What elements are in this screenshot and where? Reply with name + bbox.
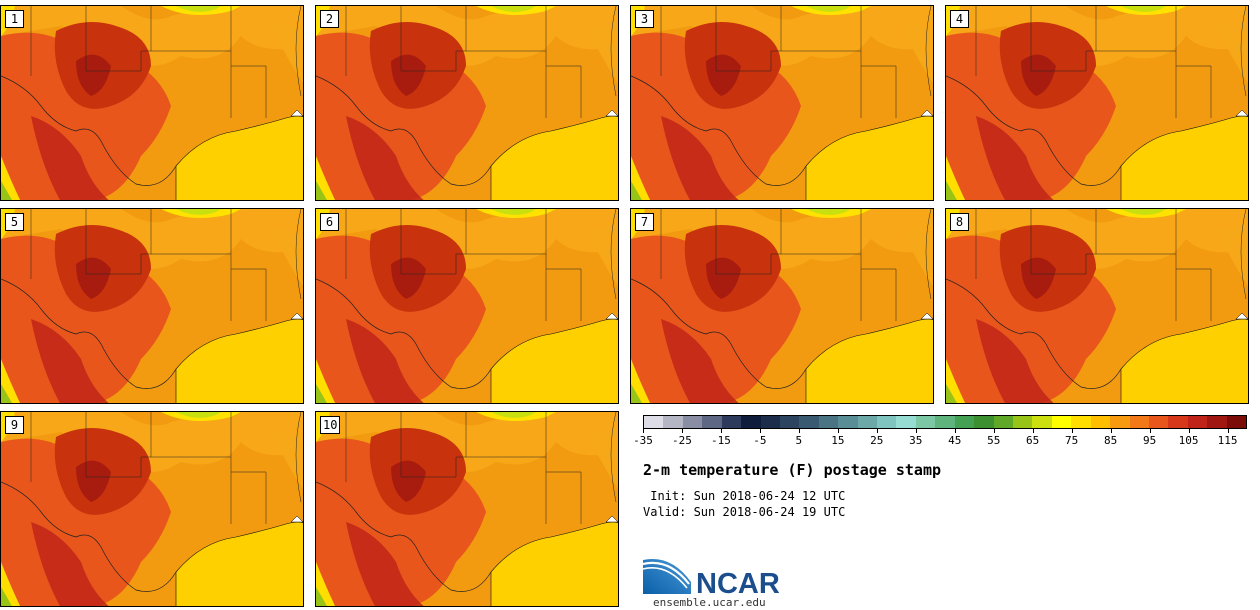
colorbar-tick-label: -25 [672, 434, 692, 447]
colorbar-swatch [663, 416, 683, 428]
colorbar-swatch [1090, 416, 1111, 428]
colorbar-swatch [974, 416, 994, 428]
member-number-label: 5 [5, 213, 24, 231]
member-number-label: 9 [5, 416, 24, 434]
ensemble-member-map: 9 [0, 411, 304, 607]
colorbar-tick-labels: -35 -25 -15 -5 5 15 25 35 45 55 65 75 85 95 105 115 [633, 429, 1247, 449]
colorbar-swatch [1148, 416, 1169, 428]
colorbar-tick-mark [1188, 429, 1190, 433]
figure-title: 2-m temperature (F) postage stamp [643, 461, 942, 479]
ensemble-member-map: 5 [0, 208, 304, 404]
ensemble-member-map: 7 [630, 208, 934, 404]
ensemble-member-map: 3 [630, 5, 934, 201]
colorbar-tick-mark [1032, 429, 1034, 433]
logo-text: NCAR [696, 568, 780, 597]
colorbar-tick-label: 85 [1103, 434, 1118, 447]
colorbar-tick-mark [1071, 429, 1073, 433]
colorbar-tick-label: -5 [753, 434, 767, 447]
colorbar-tick-label: 115 [1217, 434, 1238, 447]
member-number-label: 2 [320, 10, 339, 28]
colorbar-tick-mark [954, 429, 956, 433]
ensemble-member-map: 4 [945, 5, 1249, 201]
website-url: ensemble.ucar.edu [653, 596, 766, 609]
colorbar-swatch [702, 416, 722, 428]
colorbar-swatch [741, 416, 761, 428]
colorbar-swatch [1071, 416, 1091, 428]
colorbar-tick-label: 15 [831, 434, 845, 447]
colorbar-swatch [644, 416, 664, 428]
colorbar-tick-mark [993, 429, 995, 433]
colorbar-tick-mark [1149, 429, 1151, 433]
ensemble-member-map: 6 [315, 208, 619, 404]
colorbar-swatch [1187, 416, 1208, 428]
colorbar-swatch [1051, 416, 1072, 428]
colorbar-swatch [721, 416, 742, 428]
colorbar-tick-mark [643, 429, 644, 433]
ensemble-member-map: 2 [315, 5, 619, 201]
member-number-label: 4 [950, 10, 969, 28]
colorbar-tick-mark [798, 429, 800, 433]
colorbar-tick-label: 5 [795, 434, 803, 447]
colorbar-swatch [896, 416, 916, 428]
colorbar-swatch [1207, 416, 1227, 428]
ensemble-member-map: 8 [945, 208, 1249, 404]
colorbar-tick-label: 25 [870, 434, 884, 447]
colorbar-swatch [877, 416, 897, 428]
ensemble-member-map: 10 [315, 411, 619, 607]
colorbar-tick-label: -35 [633, 434, 653, 447]
member-number-label: 8 [950, 213, 969, 231]
colorbar-swatch [838, 416, 858, 428]
colorbar-swatch [799, 416, 819, 428]
member-number-label: 7 [635, 213, 654, 231]
colorbar-tick-label: 75 [1065, 434, 1079, 447]
colorbar-swatch [779, 416, 800, 428]
valid-time: Valid: Sun 2018-06-24 19 UTC [643, 505, 846, 519]
temperature-colorbar [643, 415, 1247, 429]
colorbar-swatch [915, 416, 936, 428]
colorbar-swatch [954, 416, 975, 428]
init-time: Init: Sun 2018-06-24 12 UTC [643, 489, 846, 503]
colorbar-swatch [1226, 416, 1247, 428]
colorbar-swatch [1129, 416, 1149, 428]
member-number-label: 1 [5, 10, 24, 28]
colorbar-tick-label: -15 [710, 434, 731, 447]
colorbar-tick-mark [876, 429, 878, 433]
colorbar-tick-label: 65 [1026, 434, 1040, 447]
member-number-label: 3 [635, 10, 654, 28]
colorbar-tick-mark [915, 429, 917, 433]
colorbar-swatch [682, 416, 703, 428]
colorbar-swatch [1032, 416, 1052, 428]
colorbar-tick-mark [837, 429, 839, 433]
colorbar-tick-mark [759, 429, 761, 433]
member-number-label: 10 [320, 416, 341, 434]
member-number-label: 6 [320, 213, 339, 231]
colorbar-swatch [1013, 416, 1033, 428]
colorbar-tick-label: 55 [987, 434, 1001, 447]
colorbar-swatch [1168, 416, 1188, 428]
colorbar-tick-label: 35 [909, 434, 923, 447]
colorbar-tick-mark [681, 429, 683, 433]
colorbar-swatch [857, 416, 878, 428]
ensemble-member-map: 1 [0, 5, 304, 201]
colorbar-swatch [760, 416, 780, 428]
colorbar-tick-label: 105 [1178, 434, 1199, 447]
colorbar-swatch [935, 416, 955, 428]
colorbar-tick-label: 45 [948, 434, 962, 447]
colorbar-swatch [1110, 416, 1130, 428]
colorbar-swatch [993, 416, 1014, 428]
colorbar-tick-label: 95 [1142, 434, 1157, 447]
colorbar-tick-mark [720, 429, 722, 433]
colorbar-tick-mark [1227, 429, 1229, 433]
colorbar-swatch [818, 416, 839, 428]
colorbar-tick-mark [1110, 429, 1112, 433]
ncar-logo: NCAR [643, 558, 780, 597]
